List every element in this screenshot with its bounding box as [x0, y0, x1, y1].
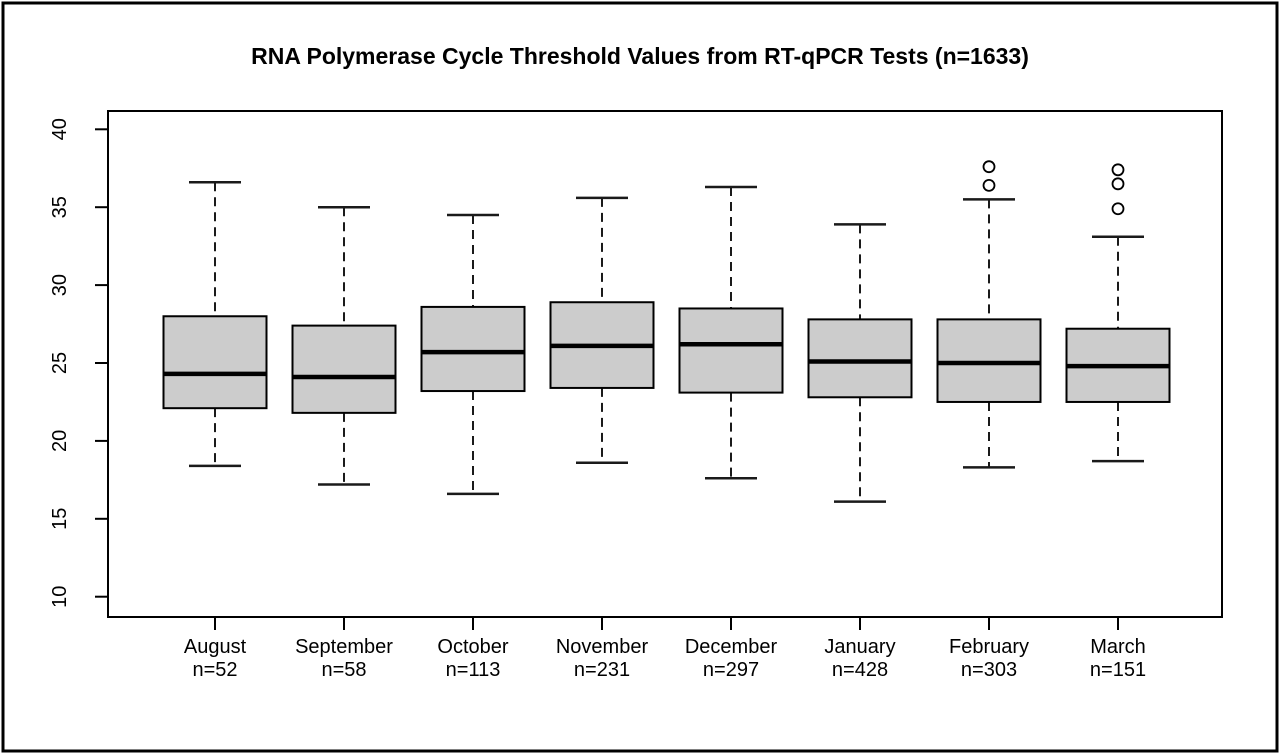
iqr-box [420, 305, 526, 393]
chart-title: RNA Polymerase Cycle Threshold Values fr… [251, 43, 1029, 69]
x-tick-label-n: n=303 [961, 659, 1017, 681]
x-tick-label-n: n=113 [446, 659, 501, 681]
boxplots [162, 160, 1171, 503]
boxplot-december [678, 185, 784, 480]
outlier-point [1111, 177, 1125, 191]
iqr-box [678, 307, 784, 394]
outlier-point [1111, 163, 1125, 177]
x-tick-label-month: August [184, 636, 247, 658]
iqr-box [162, 315, 268, 410]
y-axis: 10 15 20 25 30 35 40 [49, 118, 108, 608]
x-tick-label-n: n=231 [574, 659, 630, 681]
y-tick-label: 15 [49, 508, 71, 530]
x-tick-label-month: February [949, 636, 1029, 658]
boxplot-january [807, 223, 913, 503]
boxplot-february [936, 160, 1042, 469]
boxplot-august [162, 181, 268, 468]
x-tick-label-n: n=58 [321, 659, 366, 681]
x-tick-label-n: n=428 [832, 659, 888, 681]
boxplot-march [1065, 163, 1171, 463]
x-tick-label-n: n=297 [703, 659, 759, 681]
outlier-point [982, 160, 996, 174]
plot-panel [107, 110, 1223, 618]
y-tick-label: 10 [49, 586, 71, 608]
y-tick-label: 35 [49, 196, 71, 218]
y-tick-label: 30 [49, 274, 71, 296]
x-tick-label-n: n=52 [192, 659, 237, 681]
x-tick-label-n: n=151 [1090, 659, 1146, 681]
iqr-box [936, 318, 1042, 403]
y-tick-label: 20 [49, 430, 71, 452]
x-tick-label-month: September [295, 636, 393, 658]
boxplot-october [420, 213, 526, 496]
outlier-point [1111, 202, 1125, 216]
y-tick-label: 25 [49, 352, 71, 374]
boxplot-september [291, 205, 397, 486]
x-tick-label-month: October [437, 636, 508, 658]
x-tick-label-month: January [824, 636, 895, 658]
x-tick-label-month: November [556, 636, 649, 658]
outlier-point [982, 178, 996, 192]
x-tick-label-month: December [685, 636, 778, 658]
boxplot-november [549, 196, 655, 464]
iqr-box [807, 318, 913, 399]
x-tick-label-month: March [1090, 636, 1146, 658]
y-tick-label: 40 [49, 118, 71, 140]
iqr-box [291, 324, 397, 414]
